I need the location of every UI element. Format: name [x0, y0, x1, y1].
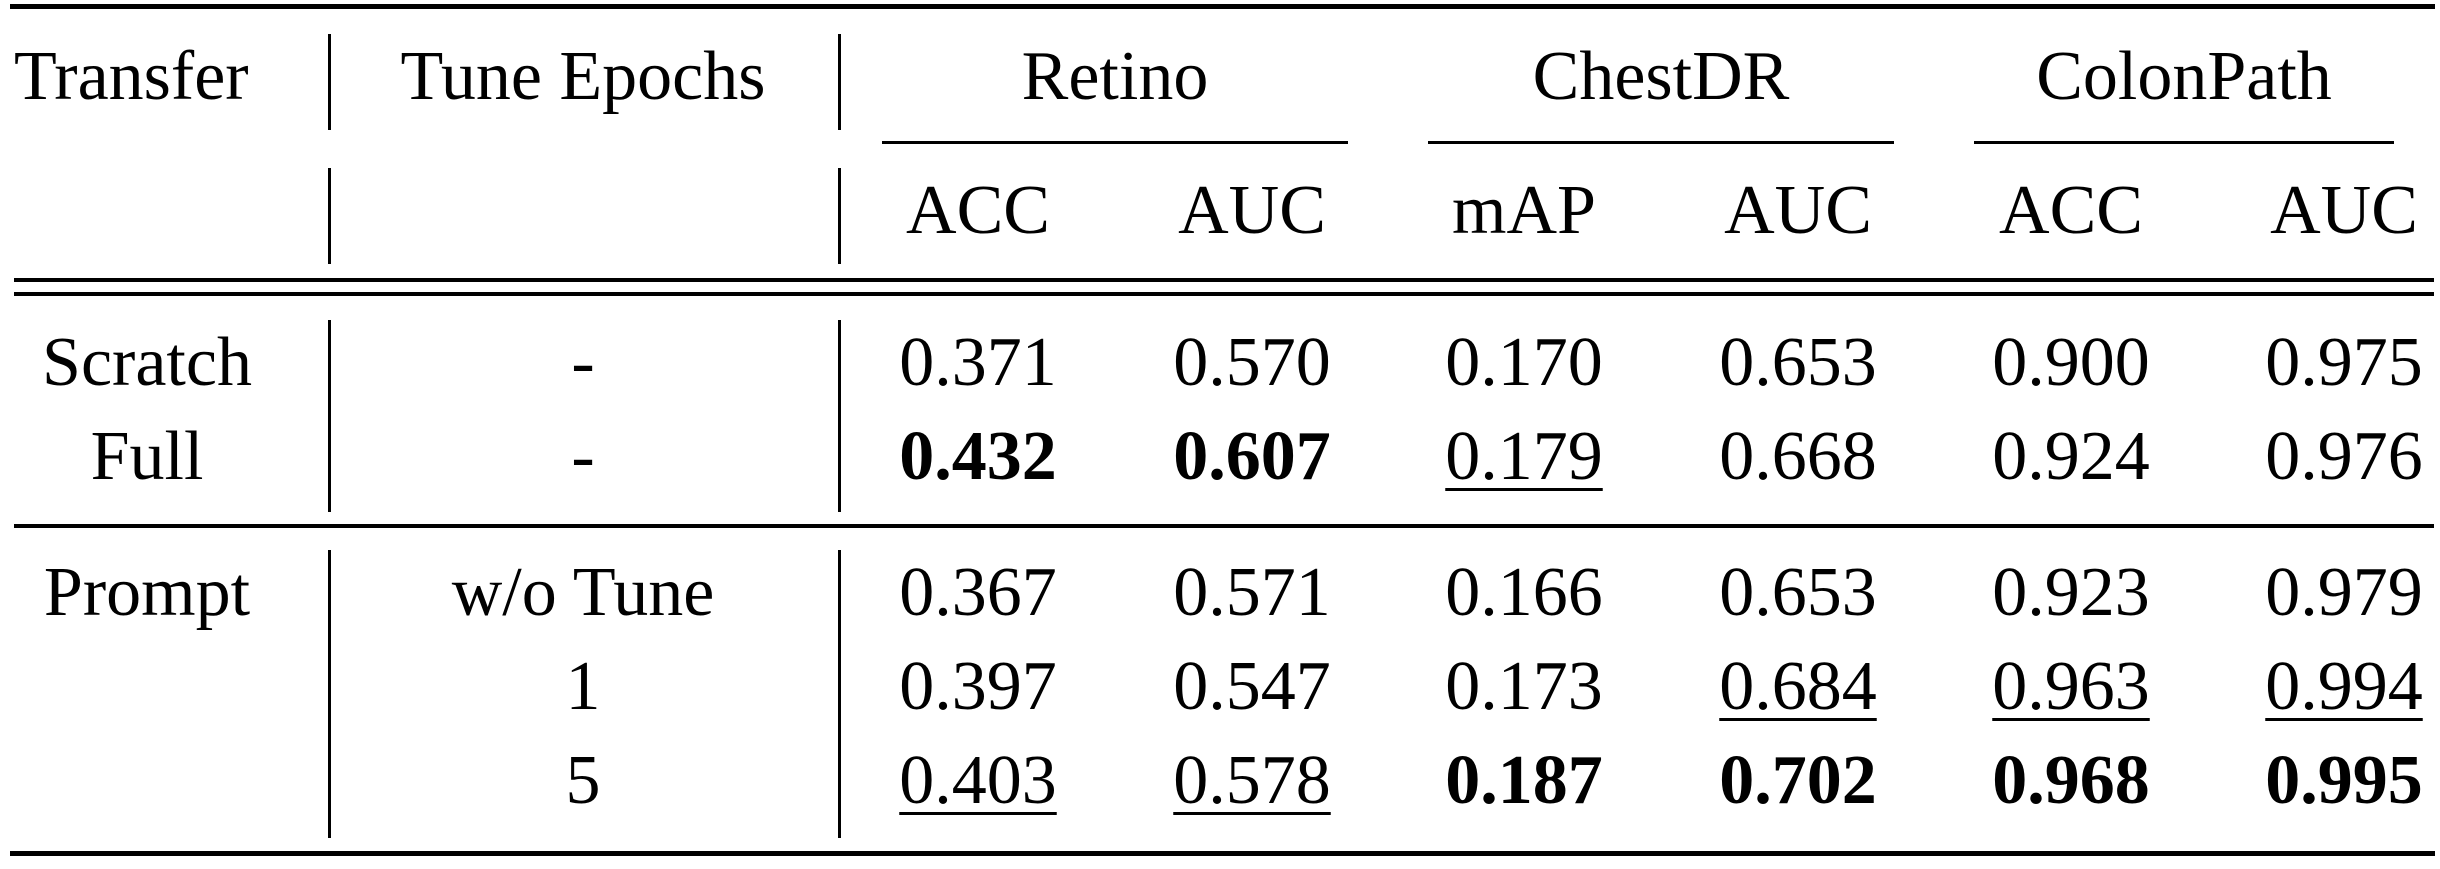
vrule-2: [838, 168, 841, 264]
table-cell: 0.432: [899, 418, 1057, 495]
table-cell: 0.668: [1719, 418, 1877, 495]
vrule-1: [328, 550, 331, 838]
header-group-colonpath: ColonPath: [2036, 38, 2332, 115]
table-cell: 0.963: [1992, 648, 2150, 725]
vrule-2: [838, 320, 841, 512]
group-underline-colonpath: [1974, 141, 2394, 144]
group-underline-retino: [882, 141, 1348, 144]
table-cell: 0.653: [1719, 324, 1877, 401]
header-metric: ACC: [1999, 172, 2143, 249]
table-cell: 0.570: [1173, 324, 1331, 401]
bottom-rule: [10, 851, 2435, 856]
row-tune-epochs: w/o Tune: [451, 554, 715, 631]
row-transfer-label: Scratch: [42, 324, 252, 401]
table-cell: 0.187: [1445, 742, 1603, 819]
table-cell: 0.397: [899, 648, 1057, 725]
table-cell: 0.979: [2265, 554, 2423, 631]
header-group-retino: Retino: [1021, 38, 1209, 115]
table-cell: 0.170: [1445, 324, 1603, 401]
table-cell: 0.976: [2265, 418, 2423, 495]
top-rule: [10, 4, 2435, 9]
table-cell: 0.975: [2265, 324, 2423, 401]
header-metric: AUC: [1178, 172, 1326, 249]
header-metric: ACC: [906, 172, 1050, 249]
vrule-1: [328, 34, 331, 130]
table-cell: 0.924: [1992, 418, 2150, 495]
row-transfer-label: Full: [90, 418, 204, 495]
vrule-1: [328, 168, 331, 264]
section-rule: [14, 524, 2434, 528]
header-group-chestdr: ChestDR: [1532, 38, 1790, 115]
row-tune-epochs: 5: [565, 742, 601, 819]
header-metric: mAP: [1452, 172, 1596, 249]
header-transfer: Transfer: [14, 38, 249, 115]
header-metric: AUC: [1724, 172, 1872, 249]
table-cell: 0.607: [1173, 418, 1331, 495]
row-tune-epochs: -: [571, 324, 595, 401]
table-cell: 0.684: [1719, 648, 1877, 725]
table-cell: 0.653: [1719, 554, 1877, 631]
header-tune-epochs: Tune Epochs: [400, 38, 766, 115]
table-cell: 0.173: [1445, 648, 1603, 725]
header-double-rule-bottom: [14, 292, 2434, 296]
header-metric: AUC: [2270, 172, 2418, 249]
table-cell: 0.900: [1992, 324, 2150, 401]
row-transfer-label: Prompt: [43, 554, 251, 631]
table-cell: 0.403: [899, 742, 1057, 819]
table-cell: 0.367: [899, 554, 1057, 631]
table-cell: 0.923: [1992, 554, 2150, 631]
row-tune-epochs: -: [571, 418, 595, 495]
table-cell: 0.994: [2265, 648, 2423, 725]
table-cell: 0.702: [1719, 742, 1877, 819]
table-cell: 0.179: [1445, 418, 1603, 495]
vrule-2: [838, 34, 841, 130]
table-cell: 0.578: [1173, 742, 1331, 819]
vrule-1: [328, 320, 331, 512]
table-cell: 0.371: [899, 324, 1057, 401]
table-cell: 0.166: [1445, 554, 1603, 631]
table-cell: 0.571: [1173, 554, 1331, 631]
table-cell: 0.968: [1992, 742, 2150, 819]
row-tune-epochs: 1: [565, 648, 601, 725]
table-cell: 0.547: [1173, 648, 1331, 725]
header-double-rule-top: [14, 278, 2434, 282]
table-cell: 0.995: [2265, 742, 2423, 819]
vrule-2: [838, 550, 841, 838]
group-underline-chestdr: [1428, 141, 1894, 144]
